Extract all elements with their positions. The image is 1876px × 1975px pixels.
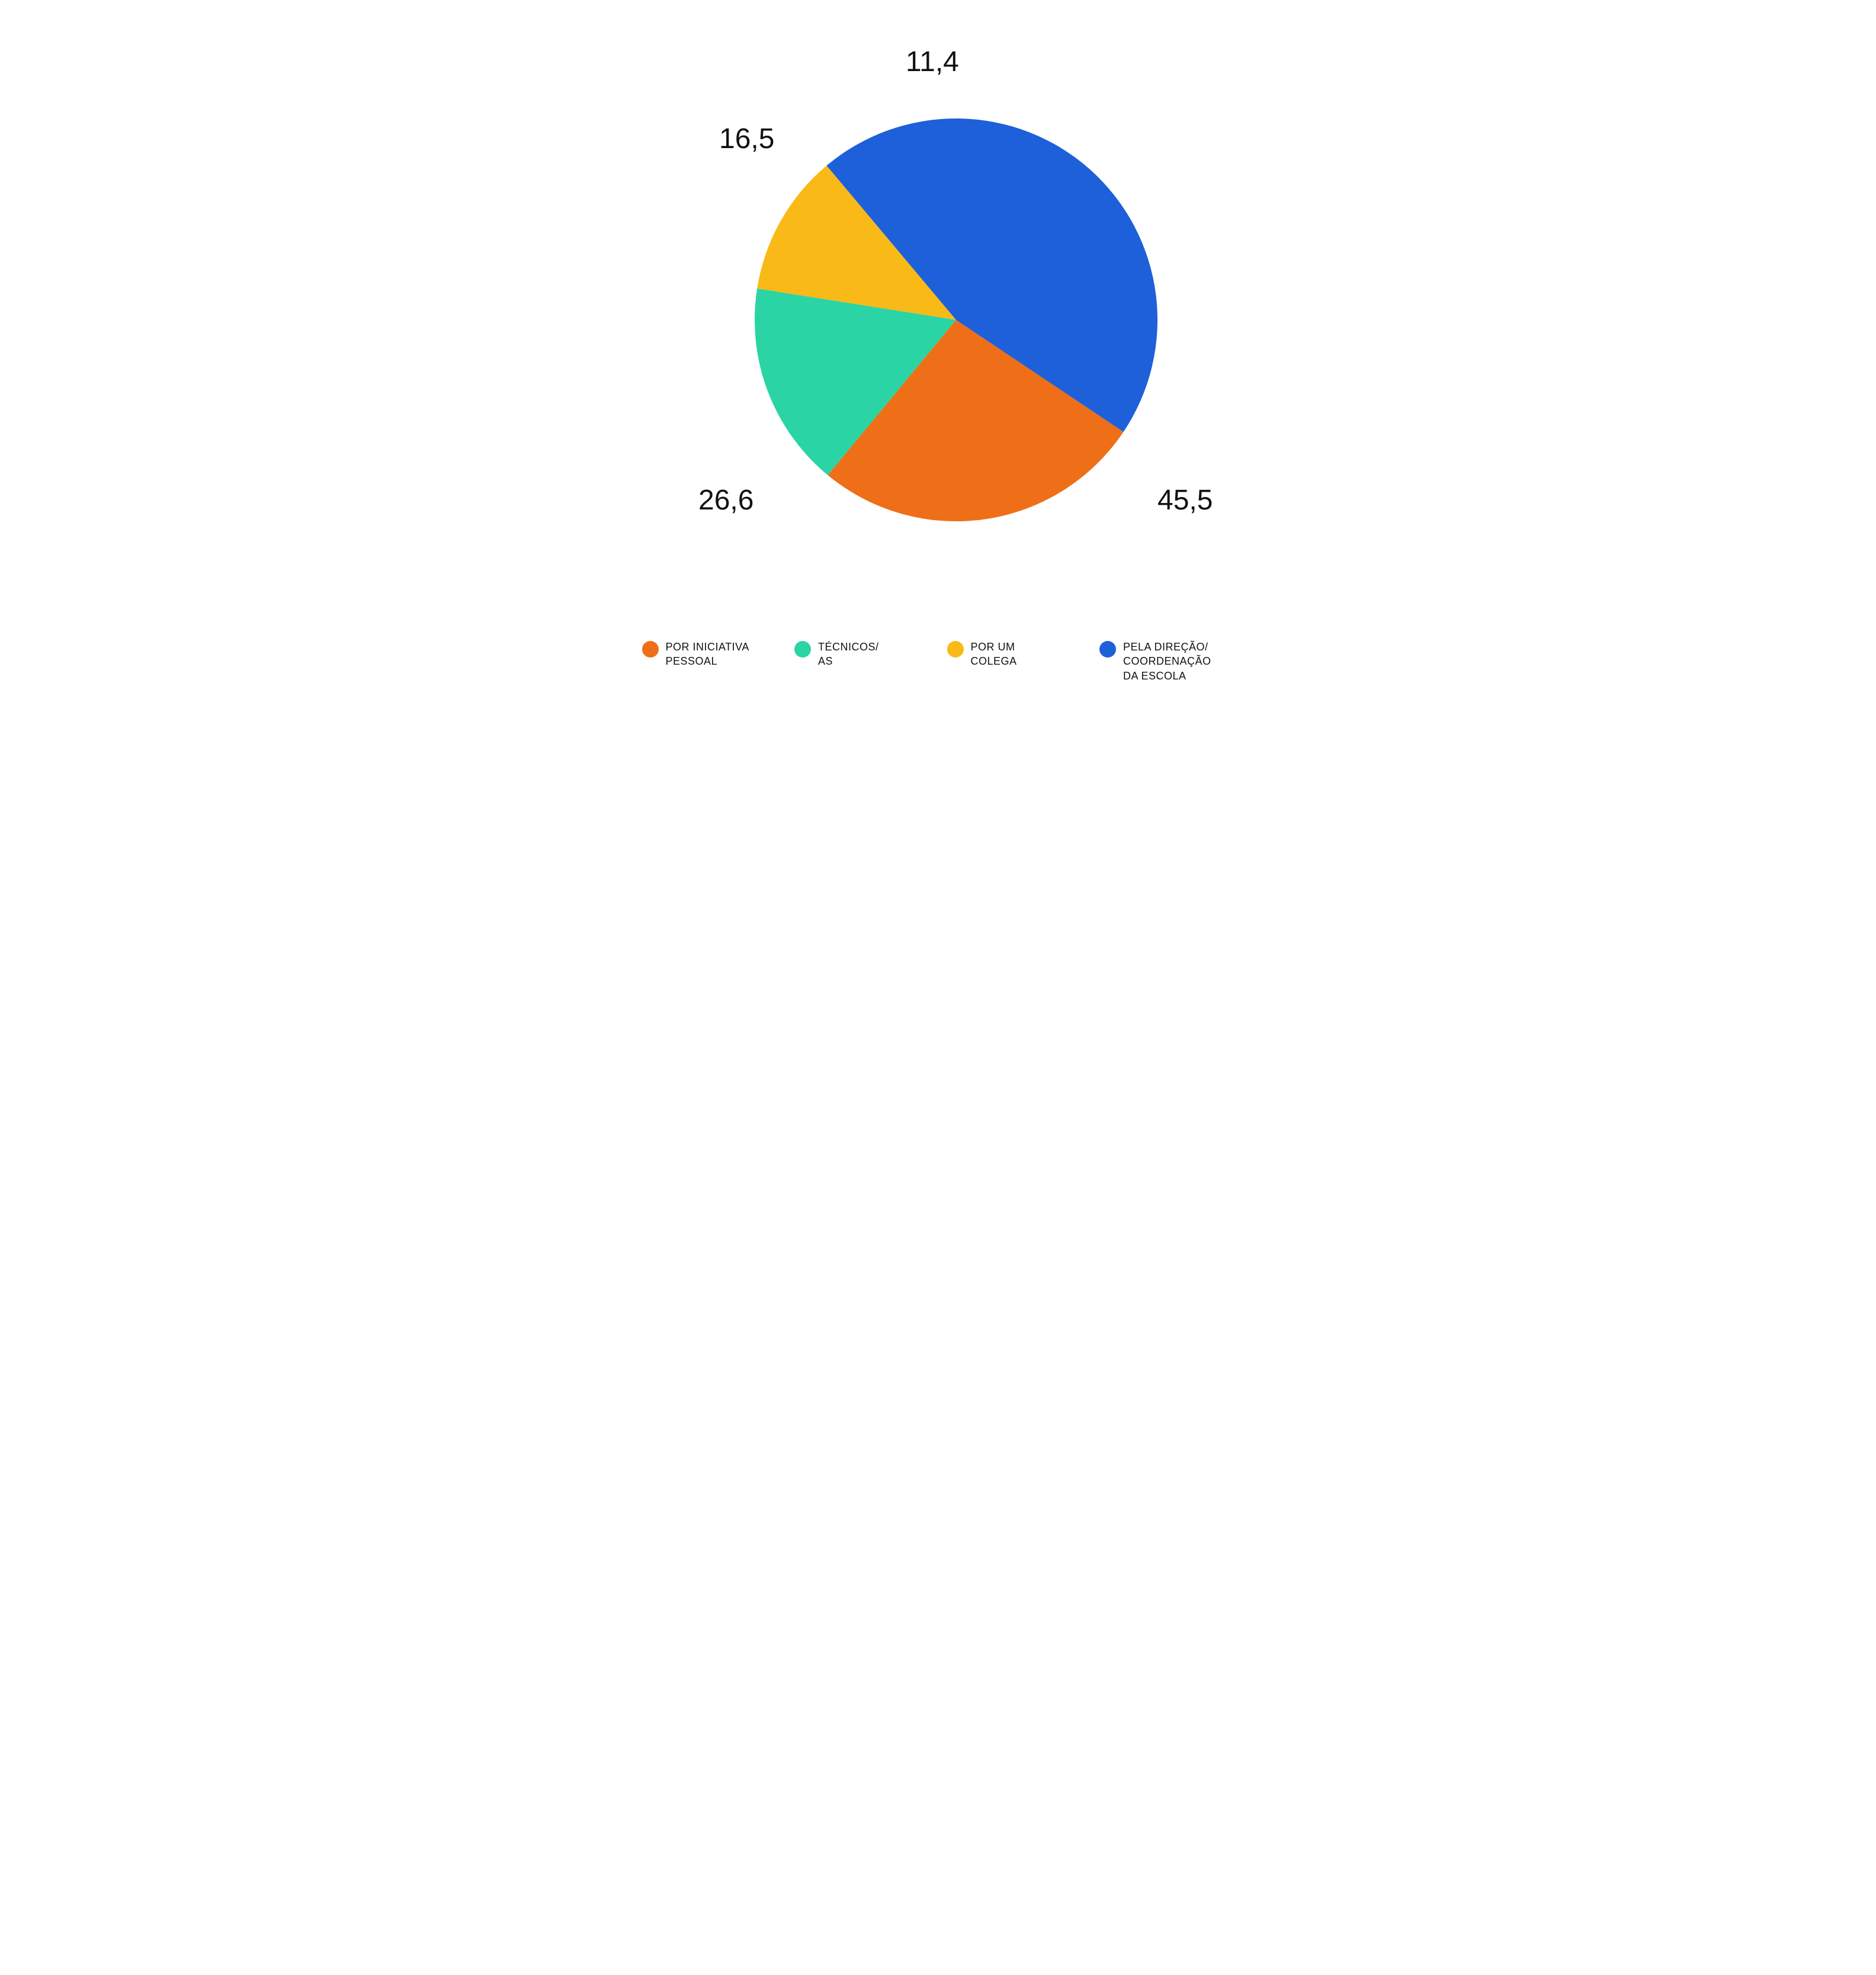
pie-chart-container: 11,4 16,5 26,6 45,5 POR INICIATIVA PESSOAL T… — [642, 24, 1234, 683]
legend-label: POR INICIATIVA PESSOAL — [666, 640, 749, 669]
legend-swatch — [1099, 641, 1116, 658]
slice-value-label: 16,5 — [719, 123, 774, 155]
pie-svg: 11,4 16,5 26,6 45,5 — [642, 24, 1234, 616]
legend-label: PELA DIREÇÃO/ COORDENAÇÃO DA ESCOLA — [1123, 640, 1211, 683]
legend-item: PELA DIREÇÃO/ COORDENAÇÃO DA ESCOLA — [1099, 640, 1234, 683]
legend-label: POR UM COLEGA — [971, 640, 1017, 669]
legend-swatch — [794, 641, 811, 658]
slice-value-label: 45,5 — [1157, 485, 1213, 516]
legend-label: TÉCNICOS/ AS — [818, 640, 879, 669]
slice-value-label: 26,6 — [698, 485, 753, 516]
legend-item: POR INICIATIVA PESSOAL — [642, 640, 777, 669]
legend: POR INICIATIVA PESSOAL TÉCNICOS/ AS POR UM… — [642, 640, 1234, 683]
slice-value-label: 11,4 — [906, 46, 959, 78]
legend-swatch — [947, 641, 964, 658]
legend-item: POR UM COLEGA — [947, 640, 1082, 669]
legend-item: TÉCNICOS/ AS — [794, 640, 929, 669]
pie-chart: 11,4 16,5 26,6 45,5 — [642, 24, 1234, 616]
legend-swatch — [642, 641, 659, 658]
